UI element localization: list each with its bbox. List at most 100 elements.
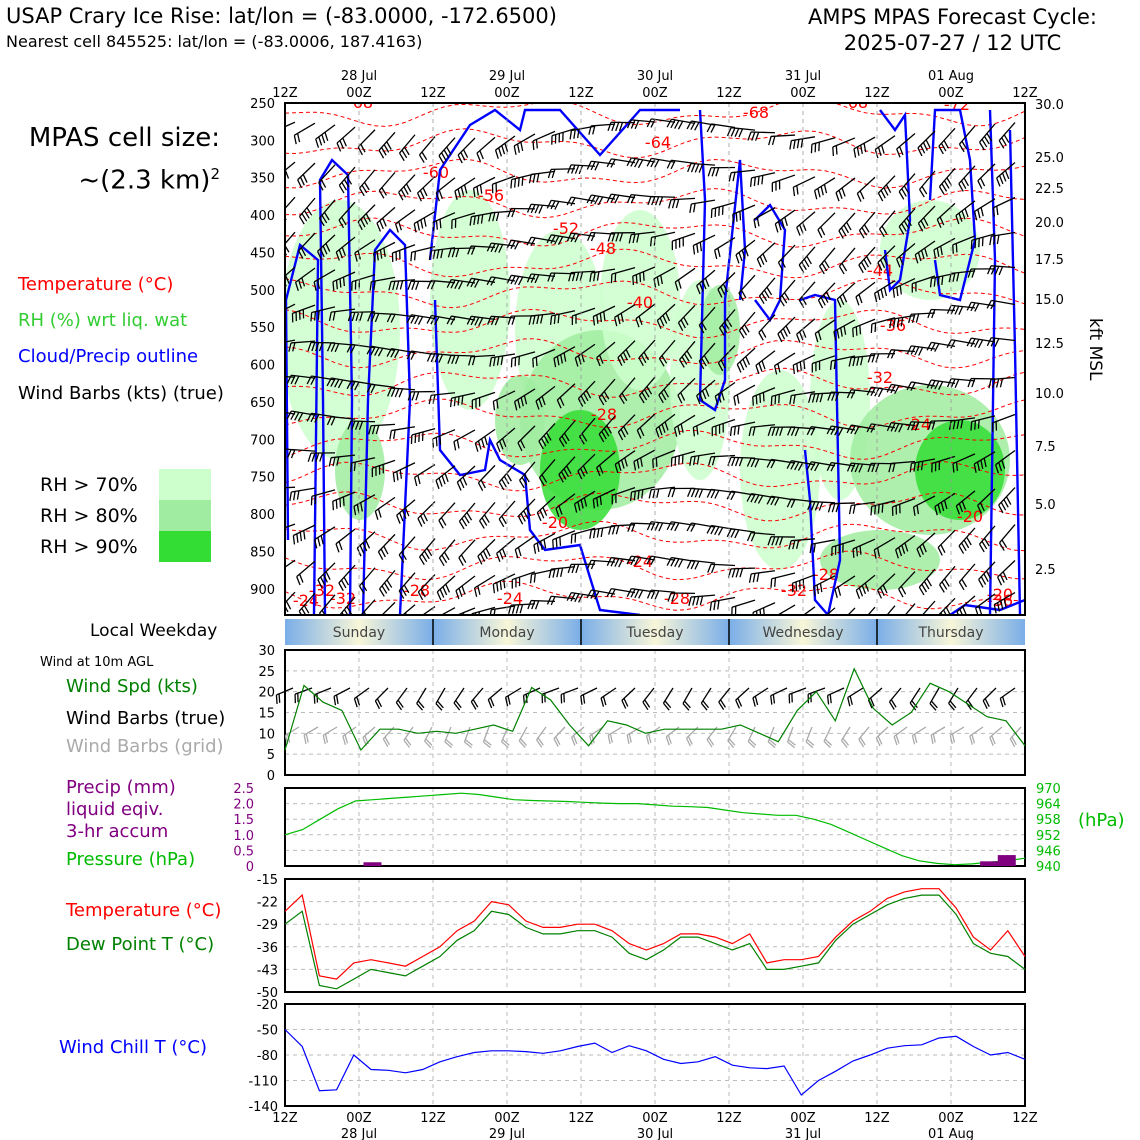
wind-barb xyxy=(606,193,636,204)
wind-barb-tick xyxy=(441,554,448,564)
pressure-tick: 250 xyxy=(250,97,275,112)
wind-speed-line xyxy=(284,667,1026,752)
wind-barb-tick xyxy=(913,462,916,472)
wind-barb-tick xyxy=(489,357,492,367)
wind-barb xyxy=(666,159,696,170)
wind-barb xyxy=(786,460,816,471)
wind-barb-tick xyxy=(981,138,988,148)
wind-barb-tick xyxy=(353,698,358,708)
wind-barb-tick xyxy=(924,247,928,257)
wind-barb-tick xyxy=(823,294,829,303)
wind-barb-tick xyxy=(961,542,967,552)
wind-barb xyxy=(807,500,836,511)
wind-barb xyxy=(879,210,896,238)
wind-barb-tick xyxy=(277,313,278,322)
wind-barb-tick xyxy=(577,470,583,480)
wind-barb-tick xyxy=(555,538,558,548)
wind-barb-tick xyxy=(811,393,816,403)
wind-barb-tick xyxy=(539,509,545,519)
wind-barb-shaft xyxy=(752,387,776,398)
wind-barb-shaft xyxy=(431,279,456,284)
wind-barb-tick xyxy=(799,361,802,371)
wind-barb-tick xyxy=(519,479,525,489)
wind-barb-tick xyxy=(895,549,899,559)
wind-barb-shaft xyxy=(788,687,807,695)
wind-barb-tick xyxy=(692,456,696,466)
wind-barb xyxy=(379,569,396,597)
wind-chill-tick: -140 xyxy=(248,1100,278,1115)
wind-barb-tick xyxy=(943,180,950,189)
wind-barb-tick xyxy=(435,480,440,490)
wind-barb-tick xyxy=(757,495,764,504)
wind-barb-tick xyxy=(808,393,812,403)
wind-barb-tick xyxy=(303,530,306,540)
wind-barb-tick xyxy=(269,489,271,498)
wind-barb-tick xyxy=(351,312,356,322)
wind-barb-tick xyxy=(484,436,488,446)
wind-barb-tick xyxy=(958,183,964,192)
wind-barb-tick xyxy=(435,437,438,447)
wind-barb-tick xyxy=(871,463,876,473)
wind-barb-tick xyxy=(759,393,762,403)
wind-barb-tick xyxy=(521,176,524,186)
pressure-unit-label: (hPa) xyxy=(1078,810,1125,831)
wind-barb-shaft xyxy=(653,266,676,280)
wind-barb-tick xyxy=(386,141,392,150)
wind-barb xyxy=(573,490,596,513)
wind-barb xyxy=(317,562,336,589)
wind-barb-tick xyxy=(677,322,684,331)
wind-barb-shaft xyxy=(998,122,1016,142)
wind-barb xyxy=(825,607,836,615)
wind-barb-tick xyxy=(339,140,345,150)
wind-barb xyxy=(946,304,976,316)
wind-barb-tick xyxy=(674,120,680,129)
wind-barb-shaft xyxy=(700,687,712,704)
wind-barb xyxy=(706,488,736,499)
wind-barb-shaft xyxy=(530,599,556,603)
kft-tick: 2.5 xyxy=(1035,563,1056,578)
wind-barb xyxy=(771,174,796,192)
wind-barb-tick xyxy=(1003,499,1009,508)
wind-barb-tick xyxy=(450,279,456,289)
wind-barb-tick xyxy=(588,125,592,135)
wind-barb xyxy=(646,555,676,565)
wind-barb-shaft xyxy=(598,415,616,435)
wind-barb xyxy=(454,177,476,200)
wind-barb xyxy=(596,341,616,367)
wind-barb-tick xyxy=(790,461,796,470)
wind-barb xyxy=(535,385,556,410)
wind-barb-tick xyxy=(278,572,281,581)
wind-barb-tick xyxy=(360,143,366,153)
wind-barb-tick xyxy=(546,432,552,441)
wind-barb-tick xyxy=(361,184,368,194)
wind-barb-shaft xyxy=(631,486,656,493)
wind-barb-shaft xyxy=(331,416,356,420)
wind-barb-tick xyxy=(767,741,776,749)
wind-barb-shaft xyxy=(733,384,756,398)
wind-barb-tick xyxy=(457,396,460,406)
wind-barb-shaft xyxy=(453,429,476,443)
wind-barb-shaft xyxy=(556,383,576,401)
wind-barb-tick xyxy=(638,394,645,404)
wind-barb xyxy=(447,247,476,258)
wind-barb-shaft xyxy=(399,134,416,154)
wind-barb xyxy=(486,242,516,253)
wind-barb xyxy=(446,315,476,325)
wind-barb-tick xyxy=(915,313,920,323)
wind-barb-tick xyxy=(823,740,831,749)
wind-barb-tick xyxy=(714,490,720,499)
wind-barb xyxy=(826,461,856,472)
wind-barb-tick xyxy=(911,700,918,709)
wind-barb-shaft xyxy=(572,307,596,317)
wind-barb-tick xyxy=(938,145,944,155)
wind-barb xyxy=(870,317,896,334)
wind-barb-tick xyxy=(650,590,656,600)
wind-barb-tick xyxy=(338,185,345,194)
wind-barb-shaft xyxy=(912,726,927,737)
wind-barb-tick xyxy=(330,378,336,387)
wind-barb-tick xyxy=(694,163,700,173)
wind-barb xyxy=(377,533,396,560)
wind-barb-tick xyxy=(667,592,672,602)
wind-barb-tick xyxy=(698,489,704,498)
wind-barb xyxy=(817,282,836,309)
